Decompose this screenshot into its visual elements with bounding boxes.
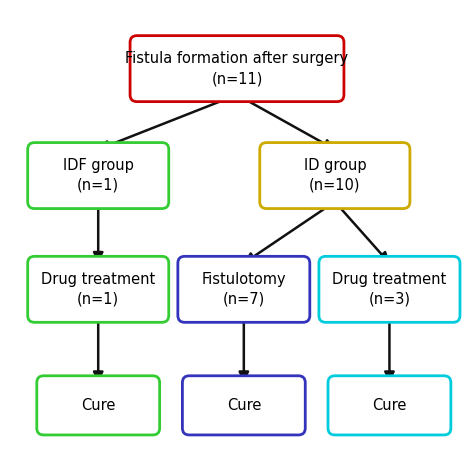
FancyBboxPatch shape — [319, 256, 460, 322]
Text: IDF group
(n=1): IDF group (n=1) — [63, 158, 134, 193]
Text: Drug treatment
(n=3): Drug treatment (n=3) — [332, 272, 447, 307]
FancyBboxPatch shape — [182, 376, 305, 435]
Text: Cure: Cure — [227, 398, 261, 413]
FancyBboxPatch shape — [178, 256, 310, 322]
FancyBboxPatch shape — [37, 376, 160, 435]
FancyBboxPatch shape — [27, 256, 169, 322]
FancyBboxPatch shape — [328, 376, 451, 435]
Text: Fistula formation after surgery
(n=11): Fistula formation after surgery (n=11) — [126, 51, 348, 86]
Text: ID group
(n=10): ID group (n=10) — [303, 158, 366, 193]
FancyBboxPatch shape — [260, 143, 410, 209]
Text: Fistulotomy
(n=7): Fistulotomy (n=7) — [201, 272, 286, 307]
Text: Cure: Cure — [372, 398, 407, 413]
Text: Drug treatment
(n=1): Drug treatment (n=1) — [41, 272, 155, 307]
Text: Cure: Cure — [81, 398, 115, 413]
FancyBboxPatch shape — [130, 36, 344, 101]
FancyBboxPatch shape — [27, 143, 169, 209]
